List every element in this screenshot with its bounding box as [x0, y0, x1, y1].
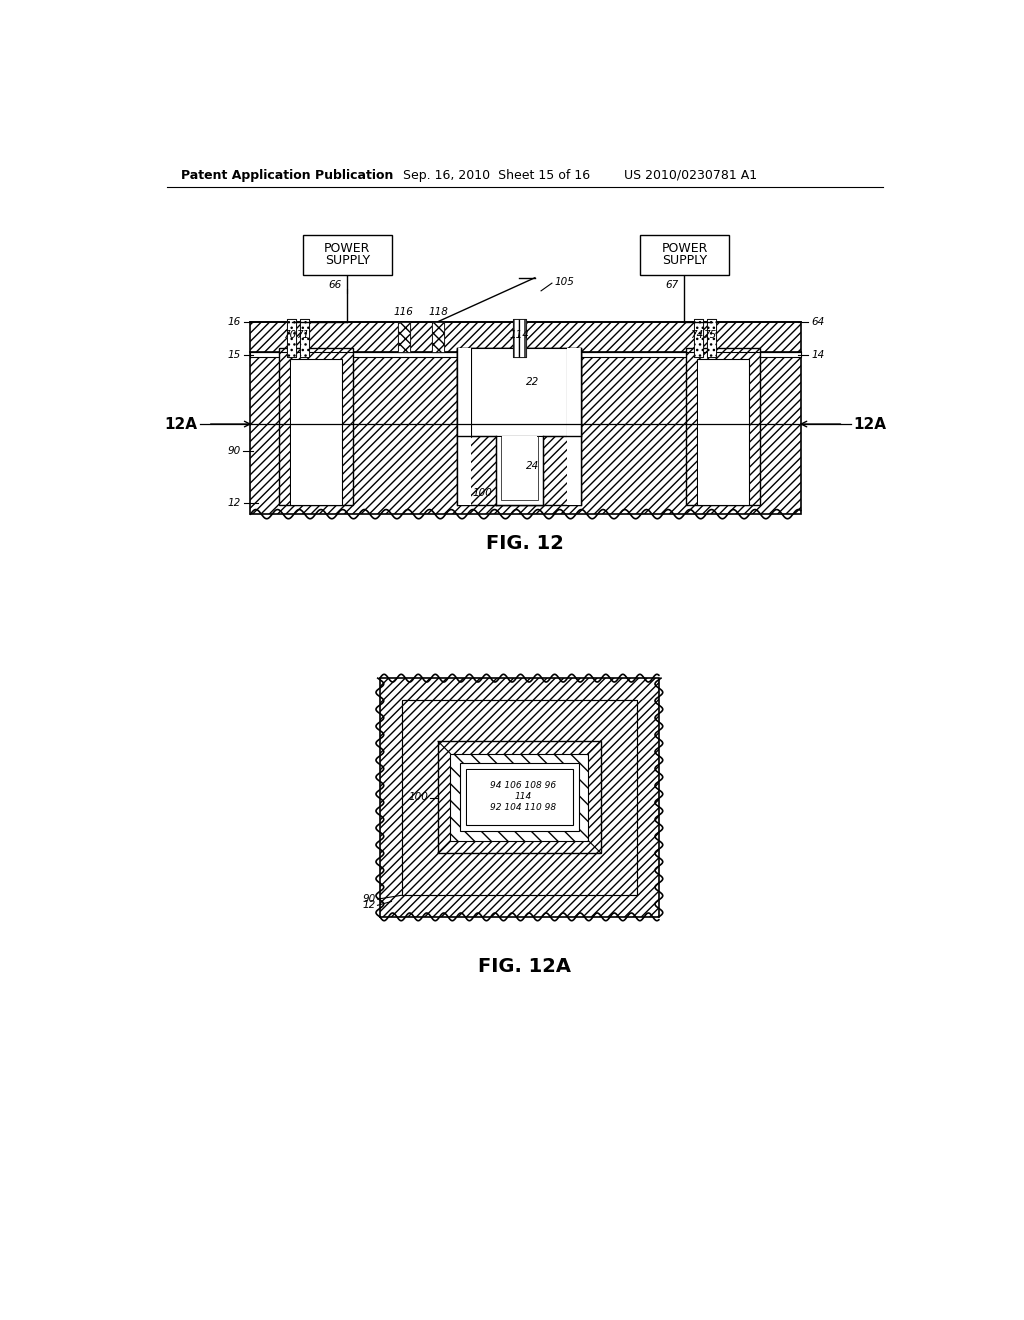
Bar: [438, 742, 601, 853]
Text: 16: 16: [228, 317, 241, 326]
Text: 12A: 12A: [165, 417, 198, 432]
Bar: [251, 352, 801, 515]
Text: 100: 100: [409, 792, 429, 803]
Bar: [640, 235, 729, 275]
Bar: [251, 352, 801, 358]
Bar: [380, 678, 658, 917]
Bar: [300, 318, 309, 358]
Bar: [693, 318, 703, 358]
Text: 12: 12: [228, 498, 241, 508]
Bar: [397, 322, 410, 352]
Text: SUPPLY: SUPPLY: [662, 255, 707, 268]
Bar: [567, 348, 582, 506]
Text: 114: 114: [509, 330, 529, 341]
Text: 90: 90: [228, 446, 241, 455]
Text: 92 104 110 98: 92 104 110 98: [490, 803, 556, 812]
Text: 94 106 108 96: 94 106 108 96: [490, 781, 556, 791]
Bar: [707, 318, 716, 358]
Text: 100: 100: [472, 488, 493, 499]
Text: FIG. 12A: FIG. 12A: [478, 957, 571, 977]
Text: 74: 74: [690, 330, 703, 341]
Bar: [290, 359, 342, 506]
Text: 67: 67: [665, 280, 678, 290]
Bar: [458, 348, 471, 506]
Text: 12: 12: [362, 900, 376, 911]
Bar: [498, 437, 541, 503]
Bar: [280, 348, 352, 506]
Bar: [707, 318, 716, 358]
Bar: [460, 763, 579, 832]
Bar: [686, 348, 760, 506]
Text: 70: 70: [284, 330, 297, 341]
Text: 64: 64: [812, 317, 824, 326]
Text: POWER: POWER: [325, 242, 371, 255]
Text: POWER: POWER: [662, 242, 708, 255]
Bar: [401, 700, 637, 895]
Text: US 2010/0230781 A1: US 2010/0230781 A1: [624, 169, 757, 182]
Bar: [467, 770, 572, 825]
Text: 90: 90: [362, 894, 376, 904]
Text: 14: 14: [812, 350, 824, 360]
Text: 116: 116: [394, 308, 414, 317]
Bar: [291, 362, 341, 504]
Text: 12A: 12A: [853, 417, 887, 432]
Text: 66: 66: [328, 280, 341, 290]
Bar: [496, 436, 543, 506]
Text: Patent Application Publication: Patent Application Publication: [180, 169, 393, 182]
Text: 71: 71: [297, 330, 310, 341]
Text: SUPPLY: SUPPLY: [325, 255, 370, 268]
Text: 15: 15: [228, 350, 241, 360]
Bar: [466, 770, 572, 825]
Text: 118: 118: [428, 308, 447, 317]
Text: 75: 75: [703, 330, 717, 341]
Bar: [401, 700, 637, 895]
Bar: [458, 348, 471, 506]
Bar: [471, 348, 567, 436]
Bar: [303, 235, 392, 275]
Bar: [567, 348, 582, 506]
Bar: [501, 436, 538, 500]
Text: Sep. 16, 2010  Sheet 15 of 16: Sep. 16, 2010 Sheet 15 of 16: [403, 169, 590, 182]
Bar: [432, 322, 444, 352]
Bar: [697, 362, 748, 504]
Bar: [513, 318, 525, 358]
Bar: [513, 318, 525, 358]
Bar: [397, 322, 410, 352]
Bar: [251, 322, 801, 352]
Text: FIG. 12: FIG. 12: [485, 533, 564, 553]
Bar: [451, 754, 589, 841]
Bar: [287, 318, 296, 358]
Bar: [697, 359, 749, 506]
Bar: [502, 437, 538, 499]
Bar: [458, 348, 582, 506]
Bar: [432, 322, 444, 352]
Text: 114: 114: [515, 792, 531, 801]
Text: 22: 22: [525, 376, 539, 387]
Text: 105: 105: [554, 277, 574, 286]
Bar: [458, 348, 582, 436]
Bar: [300, 318, 309, 358]
Text: 24: 24: [525, 462, 539, 471]
Bar: [287, 318, 296, 358]
Bar: [693, 318, 703, 358]
